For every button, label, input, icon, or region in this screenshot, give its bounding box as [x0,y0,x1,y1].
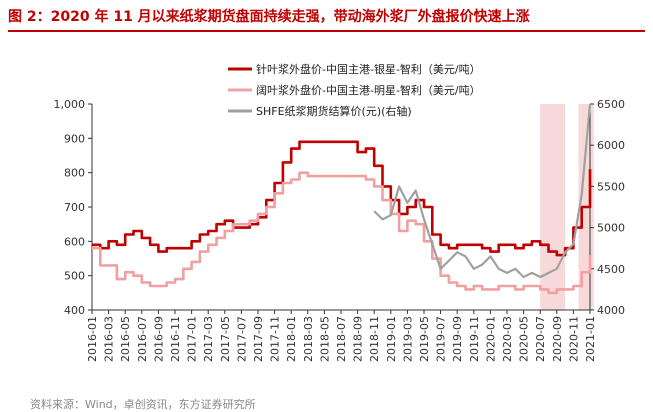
legend: 针叶浆外盘价-中国主港-银星-智利（美元/吨） 阔叶浆外盘价-中国主港-明星-智利… [228,62,481,118]
series-shfe-futures [373,103,592,279]
x-tick-label: 2016-11 [169,316,182,362]
x-tick-label: 2019-07 [435,316,448,362]
x-tick-label: 2018-01 [285,316,298,362]
x-tick-label: 2019-09 [451,316,464,362]
x-tick-label: 2018-09 [352,316,365,362]
series-lines [92,103,592,295]
x-tick-label: 2016-09 [152,316,165,362]
figure-title: 图 2：2020 年 11 月以来纸浆期货盘面持续走强，带动海外浆厂外盘报价快速… [8,9,530,25]
left-tick-label: 700 [64,201,85,214]
left-tick-label: 400 [64,304,85,317]
legend-label: 阔叶浆外盘价-中国主港-明星-智利（美元/吨） [256,83,481,97]
x-tick-label: 2020-09 [551,316,564,362]
x-tick-label: 2018-03 [302,316,315,362]
x-tick-label: 2019-11 [468,316,481,362]
right-tick-label: 6500 [597,98,625,111]
left-tick-label: 900 [64,132,85,145]
x-tick-label: 2018-07 [335,316,348,362]
legend-label: SHFE纸浆期货结算价(元)(右轴) [256,104,412,118]
x-tick-label: 2021-01 [584,316,597,362]
series-needle-pulp [92,140,592,257]
x-tick-label: 2020-11 [567,316,580,362]
series-broad-pulp [92,171,592,295]
x-tick-label: 2017-07 [235,316,248,362]
x-tick-label: 2019-01 [385,316,398,362]
left-tick-label: 800 [64,167,85,180]
x-tick-label: 2016-03 [103,316,116,362]
x-tick-label: 2019-05 [418,316,431,362]
x-tick-label: 2016-07 [136,316,149,362]
left-tick-label: 500 [64,270,85,283]
axes [88,103,594,314]
highlight-band [540,104,566,310]
x-tick-label: 2017-09 [252,316,265,362]
x-tick-label: 2020-07 [534,316,547,362]
right-tick-label: 5500 [597,180,625,193]
title-rule [8,30,645,32]
right-tick-label: 5000 [597,222,625,235]
x-tick-label: 2016-01 [86,316,99,362]
left-tick-label: 1,000 [54,98,86,111]
x-tick-label: 2018-11 [368,316,381,362]
x-tick-label: 2018-05 [318,316,331,362]
x-tick-label: 2016-05 [119,316,132,362]
x-tick-label: 2020-03 [501,316,514,362]
x-tick-label: 2020-05 [518,316,531,362]
left-tick-label: 600 [64,235,85,248]
right-tick-label: 4000 [597,304,625,317]
x-tick-label: 2017-05 [219,316,232,362]
x-tick-label: 2017-11 [269,316,282,362]
legend-label: 针叶浆外盘价-中国主港-银星-智利（美元/吨） [256,62,481,76]
x-tick-label: 2019-03 [401,316,414,362]
right-tick-label: 6000 [597,139,625,152]
x-tick-label: 2017-01 [186,316,199,362]
x-tick-label: 2017-03 [202,316,215,362]
right-tick-label: 4500 [597,263,625,276]
x-tick-label: 2020-01 [484,316,497,362]
tick-labels: 400 500 600 700 800 900 1,000 4000 4500 5000 5500 6… [54,98,626,362]
source-note: 资料来源：Wind，卓创资讯，东方证券研究所 [30,398,256,411]
